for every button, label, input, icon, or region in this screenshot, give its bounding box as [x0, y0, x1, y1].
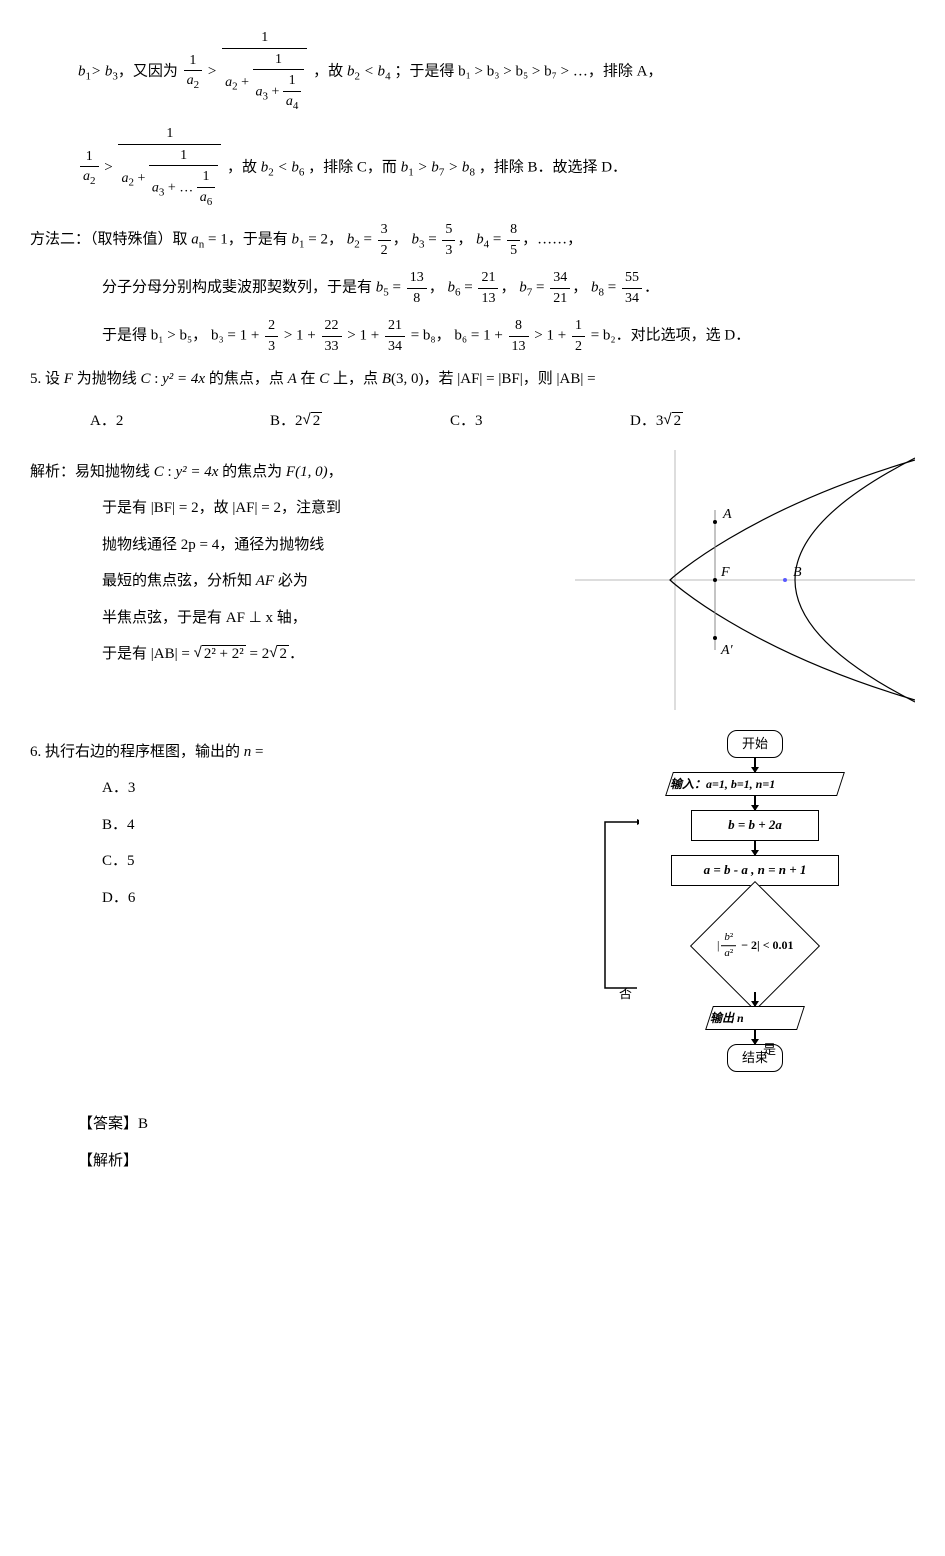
q6-flowchart: 开始 输入：a=1, b=1, n=1 b = b + 2a a = b - a… — [625, 730, 915, 1073]
q5-sol-6: 于是有 |AB| = 2² + 2² = 22． — [30, 640, 575, 669]
q5-stem: 5. 设 F 为抛物线 C : y² = 4x 的焦点，点 A 在 C 上，点 … — [30, 365, 915, 394]
graph-label-B: B — [793, 565, 802, 580]
method2-line1: 方法二：（取特殊值）取 an = 1，于是有 b1 = 2， b2 = 32， … — [30, 220, 915, 260]
flow-input: 输入：a=1, b=1, n=1 — [665, 772, 845, 796]
q5-sol-1: 解析：易知抛物线 C : y² = 4x 的焦点为 F(1, 0)， — [30, 458, 575, 487]
q6-stem: 6. 执行右边的程序框图，输出的 n = — [30, 738, 625, 767]
q6-solution-head: 【解析】 — [30, 1147, 915, 1176]
q5-sol-3: 抛物线通径 2p = 4，通径为抛物线 — [30, 531, 575, 560]
q5-parabola-graph: A F B A′ — [575, 450, 915, 710]
q5-choice-b: B．22 — [270, 407, 450, 436]
graph-label-F: F — [720, 565, 730, 580]
flow-start: 开始 — [727, 730, 783, 759]
pre-line-2: 1a2 > 1 a2 + 1 a3 + … 1a6 ，故 b2 < b6 ，排除… — [30, 124, 915, 212]
q6-choice-b: B．4 — [30, 811, 625, 840]
q5-sol-5: 半焦点弦，于是有 AF ⊥ x 轴， — [30, 604, 575, 633]
q6-answer: 【答案】B — [30, 1110, 915, 1139]
flow-label-yes: 是 — [763, 1038, 776, 1063]
q5-choices: A．2 B．22 C．3 D．32 — [30, 407, 915, 436]
q6-choice-d: D．6 — [30, 884, 625, 913]
q5-choice-d: D．32 — [630, 407, 810, 436]
q6-row: 6. 执行右边的程序框图，输出的 n = A．3 B．4 C．5 D．6 开始 … — [30, 730, 915, 1073]
graph-label-A: A — [722, 507, 732, 522]
q5-solution-row: 解析：易知抛物线 C : y² = 4x 的焦点为 F(1, 0)， 于是有 |… — [30, 450, 915, 710]
q6-choice-c: C．5 — [30, 847, 625, 876]
graph-label-Ap: A′ — [720, 643, 734, 658]
q5-choice-a: A．2 — [90, 407, 270, 436]
flow-box1: b = b + 2a — [691, 810, 819, 841]
q5-choice-c: C．3 — [450, 407, 630, 436]
pre-line-1: b1> b3，又因为 1a2 > 1 a2 + 1 a3 + 1a4 ，故 b2… — [30, 28, 915, 116]
q6-choice-a: A．3 — [30, 774, 625, 803]
flow-output: 输出 n — [705, 1006, 805, 1030]
q5-sol-4: 最短的焦点弦，分析知 AF 必为 — [30, 567, 575, 596]
method2-line2: 分子分母分别构成斐波那契数列，于是有 b5 = 138， b6 = 2113， … — [30, 268, 915, 308]
method2-line3: 于是得 b₁ > b₅， b₃ = 1 + 23 > 1 + 2233 > 1 … — [30, 316, 915, 356]
q5-sol-2: 于是有 |BF| = 2，故 |AF| = 2，注意到 — [30, 494, 575, 523]
